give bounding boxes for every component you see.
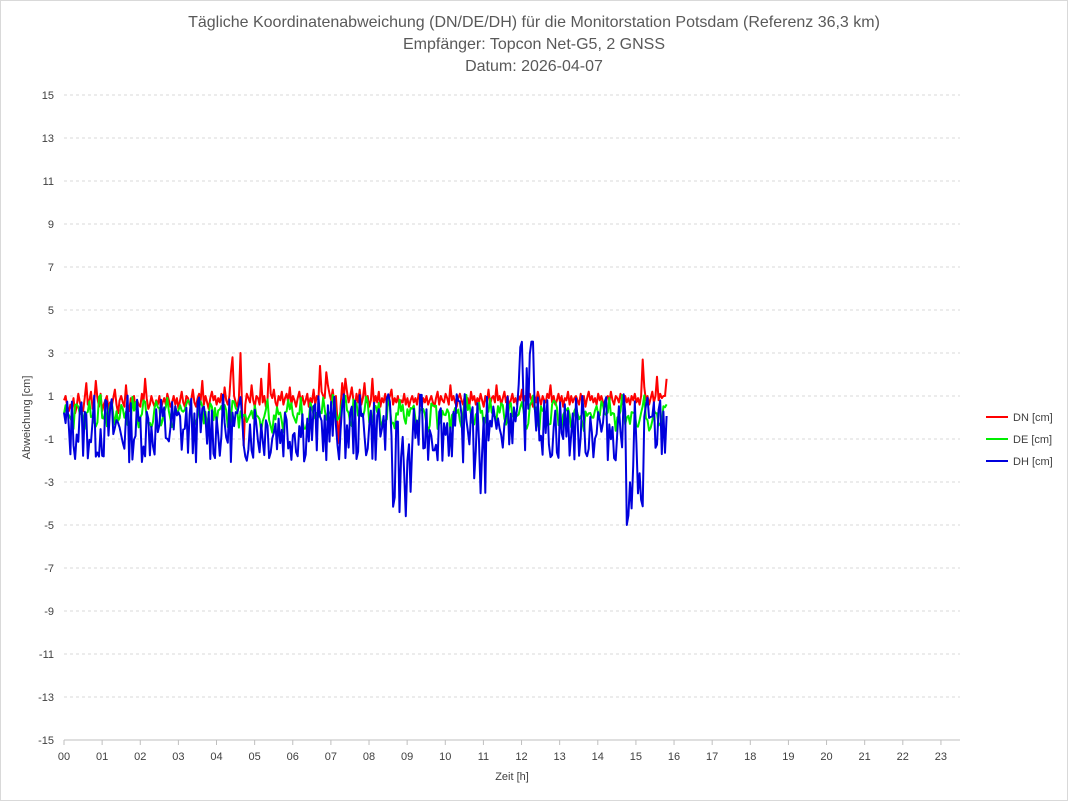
legend-label: DH [cm] [1013,456,1053,468]
x-tick-label: 14 [592,751,604,763]
x-tick-label: 16 [668,751,680,763]
chart-title: Tägliche Koordinatenabweichung (DN/DE/DH… [188,14,880,31]
chart-title-block: Tägliche Koordinatenabweichung (DN/DE/DH… [0,12,1068,78]
x-tick-label: 00 [58,751,70,763]
chart-date: Datum: 2026-04-07 [465,58,603,75]
x-tick-label: 23 [935,751,947,763]
series-line-dh [63,340,668,526]
x-tick-label: 07 [325,751,337,763]
y-tick-label: 7 [48,262,54,274]
y-tick-label: -9 [44,606,54,618]
x-tick-label: 12 [515,751,527,763]
y-axis-title: Abweichung [cm] [21,376,33,460]
x-tick-label: 10 [439,751,451,763]
y-tick-label: 9 [48,219,54,231]
y-tick-label: 1 [48,391,54,403]
y-tick-label: -13 [38,692,54,704]
x-tick-label: 18 [744,751,756,763]
legend-label: DN [cm] [1013,412,1053,424]
y-tick-label: -5 [44,520,54,532]
y-tick-label: -7 [44,563,54,575]
series-line-dn [63,352,668,447]
x-tick-label: 15 [630,751,642,763]
x-tick-label: 21 [859,751,871,763]
x-tick-label: 11 [478,751,489,763]
y-tick-label: -3 [44,477,54,489]
x-tick-label: 17 [706,751,718,763]
chart-subtitle: Empfänger: Topcon Net-G5, 2 GNSS [402,36,666,53]
x-tick-label: 22 [897,751,909,763]
x-tick-label: 08 [363,751,375,763]
x-tick-label: 05 [249,751,261,763]
y-tick-label: 5 [48,305,54,317]
x-tick-label: 03 [172,751,184,763]
y-tick-label: 13 [42,133,54,145]
y-tick-label: 15 [42,90,54,102]
y-tick-label: -1 [44,434,54,446]
x-tick-label: 20 [820,751,832,763]
x-tick-label: 02 [134,751,146,763]
x-tick-label: 06 [287,751,299,763]
y-tick-label: 11 [43,176,54,188]
x-axis-title: Zeit [h] [495,771,529,783]
y-tick-label: -11 [39,649,54,661]
x-tick-label: 19 [782,751,794,763]
x-tick-label: 01 [96,751,108,763]
y-tick-label: -15 [38,735,54,747]
legend-label: DE [cm] [1013,434,1052,446]
y-tick-label: 3 [48,348,54,360]
x-tick-label: 04 [210,751,222,763]
x-tick-label: 13 [554,751,566,763]
x-tick-label: 09 [401,751,413,763]
